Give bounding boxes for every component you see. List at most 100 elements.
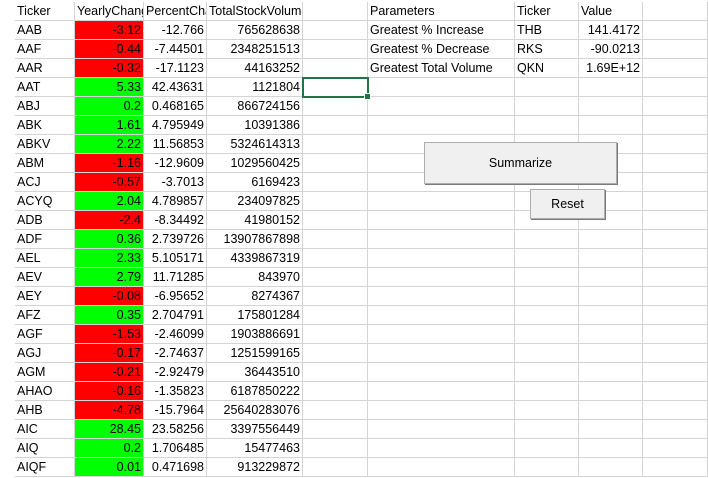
total-volume-cell[interactable]: 44163252 (207, 59, 303, 78)
summary-parameter-cell[interactable]: Greatest % Decrease (368, 40, 515, 59)
empty-cell[interactable] (515, 287, 579, 306)
total-volume-cell[interactable]: 1903886691 (207, 325, 303, 344)
ticker-cell[interactable]: AGJ (15, 344, 75, 363)
total-volume-cell[interactable]: 765628638 (207, 21, 303, 40)
total-volume-cell[interactable]: 36443510 (207, 363, 303, 382)
total-volume-cell[interactable]: 866724156 (207, 97, 303, 116)
header-percent-change[interactable]: PercentChange (144, 2, 207, 21)
percent-change-cell[interactable]: 4.789857 (144, 192, 207, 211)
percent-change-cell[interactable]: -6.95652 (144, 287, 207, 306)
empty-cell[interactable] (579, 249, 643, 268)
yearly-change-cell[interactable]: 28.45 (75, 420, 144, 439)
empty-cell[interactable] (368, 116, 515, 135)
empty-cell[interactable] (643, 401, 708, 420)
empty-cell[interactable] (303, 287, 368, 306)
summary-value-cell[interactable]: -90.0213 (579, 40, 643, 59)
header-ticker[interactable]: Ticker (15, 2, 75, 21)
yearly-change-cell[interactable]: 0.01 (75, 458, 144, 477)
total-volume-cell[interactable]: 1029560425 (207, 154, 303, 173)
summary-parameter-cell[interactable]: Greatest Total Volume (368, 59, 515, 78)
empty-cell[interactable] (303, 97, 368, 116)
empty-cell[interactable] (368, 325, 515, 344)
empty-cell[interactable] (515, 420, 579, 439)
ticker-cell[interactable]: AGM (15, 363, 75, 382)
empty-cell[interactable] (515, 401, 579, 420)
empty-cell[interactable] (303, 401, 368, 420)
total-volume-cell[interactable]: 41980152 (207, 211, 303, 230)
empty-cell[interactable] (368, 97, 515, 116)
empty-cell[interactable] (643, 439, 708, 458)
empty-cell[interactable] (303, 363, 368, 382)
ticker-cell[interactable]: ADF (15, 230, 75, 249)
ticker-cell[interactable]: ABM (15, 154, 75, 173)
yearly-change-cell[interactable]: 2.79 (75, 268, 144, 287)
percent-change-cell[interactable]: -2.74637 (144, 344, 207, 363)
yearly-change-cell[interactable]: -2.4 (75, 211, 144, 230)
empty-cell[interactable] (579, 230, 643, 249)
empty-cell[interactable] (303, 249, 368, 268)
percent-change-cell[interactable]: 0.471698 (144, 458, 207, 477)
ticker-cell[interactable]: AHAO (15, 382, 75, 401)
empty-cell[interactable] (303, 59, 368, 78)
empty-cell[interactable] (515, 306, 579, 325)
empty-cell[interactable] (579, 325, 643, 344)
percent-change-cell[interactable]: -3.7013 (144, 173, 207, 192)
ticker-cell[interactable]: AIQF (15, 458, 75, 477)
yearly-change-cell[interactable]: 0.2 (75, 97, 144, 116)
percent-change-cell[interactable]: 5.105171 (144, 249, 207, 268)
empty-cell[interactable] (303, 173, 368, 192)
ticker-cell[interactable]: AAF (15, 40, 75, 59)
empty-cell[interactable] (579, 78, 643, 97)
ticker-cell[interactable]: AEV (15, 268, 75, 287)
empty-cell[interactable] (643, 154, 708, 173)
empty-cell[interactable] (515, 363, 579, 382)
empty-cell[interactable] (368, 268, 515, 287)
empty-cell[interactable] (579, 458, 643, 477)
empty-cell[interactable] (579, 420, 643, 439)
empty-cell[interactable] (368, 344, 515, 363)
ticker-cell[interactable]: AAT (15, 78, 75, 97)
percent-change-cell[interactable]: -17.1123 (144, 59, 207, 78)
empty-cell[interactable] (515, 325, 579, 344)
percent-change-cell[interactable]: 23.58256 (144, 420, 207, 439)
empty-cell[interactable] (303, 135, 368, 154)
percent-change-cell[interactable]: -7.44501 (144, 40, 207, 59)
empty-cell[interactable] (515, 97, 579, 116)
ticker-cell[interactable]: ACYQ (15, 192, 75, 211)
empty-cell[interactable] (579, 97, 643, 116)
empty-cell[interactable] (643, 458, 708, 477)
percent-change-cell[interactable]: 11.56853 (144, 135, 207, 154)
empty-cell[interactable] (368, 211, 515, 230)
yearly-change-cell[interactable]: 0.35 (75, 306, 144, 325)
ticker-cell[interactable]: ABKV (15, 135, 75, 154)
total-volume-cell[interactable]: 234097825 (207, 192, 303, 211)
yearly-change-cell[interactable]: 2.33 (75, 249, 144, 268)
empty-cell[interactable] (368, 382, 515, 401)
empty-cell[interactable] (303, 192, 368, 211)
empty-cell[interactable] (643, 344, 708, 363)
empty-cell[interactable] (368, 420, 515, 439)
empty-cell[interactable] (579, 173, 643, 192)
empty-cell[interactable] (579, 344, 643, 363)
empty-cell[interactable] (515, 439, 579, 458)
percent-change-cell[interactable]: -12.766 (144, 21, 207, 40)
percent-change-cell[interactable]: 42.43631 (144, 78, 207, 97)
total-volume-cell[interactable]: 1121804 (207, 78, 303, 97)
total-volume-cell[interactable]: 5324614313 (207, 135, 303, 154)
ticker-cell[interactable]: AAB (15, 21, 75, 40)
empty-cell[interactable] (303, 40, 368, 59)
header-yearly-change[interactable]: YearlyChange (75, 2, 144, 21)
total-volume-cell[interactable]: 8274367 (207, 287, 303, 306)
ticker-cell[interactable]: ADB (15, 211, 75, 230)
yearly-change-cell[interactable]: -0.44 (75, 40, 144, 59)
total-volume-cell[interactable]: 175801284 (207, 306, 303, 325)
empty-cell[interactable] (368, 230, 515, 249)
total-volume-cell[interactable]: 25640283076 (207, 401, 303, 420)
total-volume-cell[interactable]: 913229872 (207, 458, 303, 477)
empty-cell[interactable] (643, 59, 708, 78)
empty-cell[interactable] (368, 401, 515, 420)
summary-ticker-cell[interactable]: THB (515, 21, 579, 40)
empty-cell[interactable] (643, 2, 708, 21)
empty-cell[interactable] (303, 154, 368, 173)
percent-change-cell[interactable]: -2.92479 (144, 363, 207, 382)
